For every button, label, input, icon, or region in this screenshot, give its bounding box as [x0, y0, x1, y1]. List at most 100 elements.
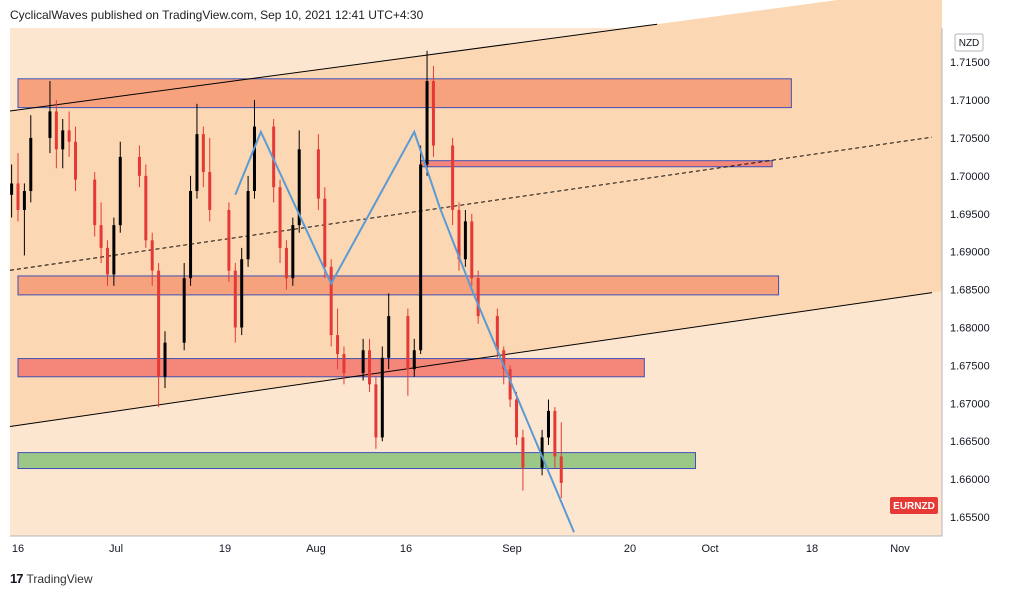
candle-body	[361, 350, 365, 373]
x-tick-label: 20	[624, 543, 636, 555]
trendline-channel-top[interactable]	[9, 23, 658, 112]
candle-37	[336, 308, 340, 370]
candle-body	[195, 134, 199, 192]
candle-35	[323, 187, 327, 279]
y-tick-label: 1.65500	[950, 512, 990, 524]
candle-body	[329, 266, 333, 336]
zone-resistance-1[interactable]	[420, 160, 773, 168]
candle-body	[93, 179, 97, 226]
candle-body	[278, 187, 282, 248]
candle-13	[118, 141, 122, 233]
candle-body	[163, 342, 167, 377]
candle-27	[246, 175, 250, 267]
candle-34	[316, 134, 320, 210]
candle-56	[508, 365, 512, 408]
candle-10	[99, 202, 103, 264]
footer-brand-text: TradingView	[26, 571, 93, 586]
candle-body	[201, 134, 205, 173]
candle-body	[61, 130, 65, 150]
y-tick-label: 1.69500	[950, 209, 990, 221]
y-tick-label: 1.71500	[950, 57, 990, 69]
y-tick-label: 1.68000	[950, 322, 990, 334]
candle-43	[387, 293, 391, 370]
zone-support-resistance-2[interactable]	[17, 275, 780, 296]
candle-16	[150, 232, 154, 286]
y-tick-label: 1.66500	[950, 436, 990, 448]
candle-body	[157, 270, 161, 377]
candle-45	[412, 338, 416, 377]
x-tick-label: Nov	[890, 543, 910, 555]
candle-25	[233, 263, 237, 343]
candle-body	[208, 172, 212, 210]
price-axis[interactable]: 1.71500 1.71000 1.70500 1.70000 1.69500 1.690…	[950, 57, 990, 524]
x-tick-label: 16	[400, 543, 412, 555]
candle-60	[546, 399, 550, 446]
candle-9	[93, 172, 97, 237]
y-tick-label: 1.66000	[950, 474, 990, 486]
candle-body	[67, 130, 71, 142]
candle-body	[22, 191, 26, 210]
candle-body	[502, 350, 506, 370]
candle-body	[457, 209, 461, 260]
wave-path	[234, 129, 575, 533]
candle-57	[515, 391, 519, 446]
zone-support-4[interactable]	[17, 452, 696, 470]
candle-body	[476, 278, 480, 317]
time-axis[interactable]: 16 Jul 19 Aug 16 Sep 20 Oct 18 Nov	[12, 543, 910, 555]
candle-body	[336, 335, 340, 355]
trendline-channel-bottom[interactable]	[9, 292, 933, 427]
candle-body	[508, 369, 512, 400]
candle-19	[182, 263, 186, 351]
candle-41	[374, 376, 378, 449]
candle-body	[74, 141, 78, 180]
candle-53	[476, 270, 480, 324]
candle-40	[368, 338, 372, 392]
candle-body	[144, 175, 148, 241]
candle-body	[495, 316, 499, 351]
zone-support-resistance-3[interactable]	[17, 358, 645, 378]
candle-body	[16, 183, 20, 210]
candle-2	[22, 183, 26, 256]
candle-38	[342, 346, 346, 385]
trendline-channel-mid[interactable]	[9, 136, 933, 271]
candle-body	[553, 410, 557, 457]
candle-59	[540, 429, 544, 476]
candle-body	[182, 278, 186, 343]
x-tick-label: Oct	[701, 543, 718, 555]
candle-body	[470, 221, 474, 279]
x-tick-label: 16	[12, 543, 24, 555]
candle-31	[284, 240, 288, 290]
candle-body	[233, 270, 237, 328]
candle-body	[323, 198, 327, 267]
candle-body	[99, 225, 103, 248]
candle-52	[470, 213, 474, 286]
candle-44	[406, 308, 410, 396]
x-tick-label: Aug	[306, 543, 326, 555]
candle-6	[61, 118, 65, 169]
candle-61	[553, 407, 557, 468]
candle-body	[227, 209, 231, 271]
candle-18	[163, 331, 167, 389]
candle-body	[272, 126, 276, 188]
candle-11	[105, 240, 109, 286]
candle-51	[463, 209, 467, 267]
candle-body	[521, 437, 525, 468]
candle-26	[240, 247, 244, 336]
candle-body	[105, 247, 109, 275]
zone-resistance-0[interactable]	[17, 78, 792, 109]
x-tick-label: Sep	[502, 543, 522, 555]
candle-body	[189, 191, 193, 279]
candle-1	[16, 153, 20, 222]
candle-body	[316, 149, 320, 199]
candle-24	[227, 202, 231, 282]
y-tick-label: 1.70000	[950, 171, 990, 183]
candle-body	[284, 247, 288, 279]
x-tick-label: 18	[806, 543, 818, 555]
candle-body	[368, 350, 372, 385]
candle-12	[112, 217, 116, 286]
candle-body	[246, 191, 250, 260]
y-tick-label: 1.68500	[950, 285, 990, 297]
candle-15	[144, 164, 148, 248]
trendlines-layer	[9, 23, 933, 427]
